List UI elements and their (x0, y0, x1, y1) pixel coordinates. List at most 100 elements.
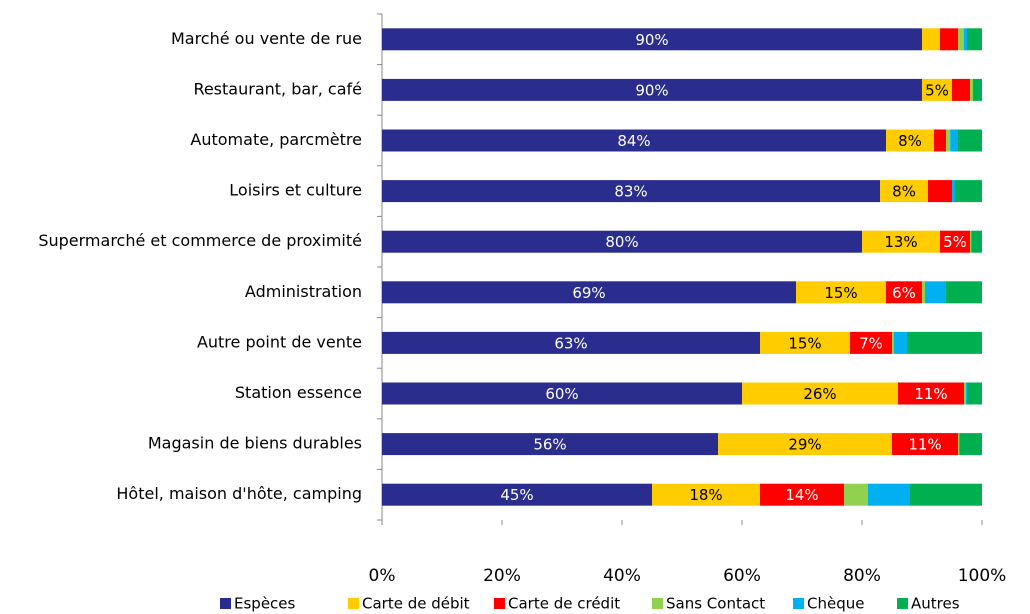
data-label: 90% (635, 31, 668, 49)
bar-segment (946, 129, 951, 152)
legend-label: Sans Contact (666, 595, 765, 613)
y-tick-label: Hôtel, maison d'hôte, camping (116, 484, 362, 503)
bar-segment (922, 28, 940, 51)
bar-segment (382, 78, 922, 101)
data-label: 84% (617, 132, 650, 150)
bar-segment (382, 483, 652, 506)
bar-segment (844, 483, 868, 506)
legend-label: Chèque (807, 595, 864, 613)
bar-segment (964, 382, 966, 405)
bar-segment (382, 180, 880, 203)
y-tick-label: Administration (245, 282, 362, 301)
bar-segment (868, 483, 910, 506)
bar-segment (382, 281, 796, 304)
y-tick-label: Restaurant, bar, café (193, 79, 362, 98)
bar-segment (382, 129, 886, 152)
data-label: 69% (572, 284, 605, 302)
bar-segment (967, 28, 982, 51)
x-tick-label: 100% (958, 566, 1007, 586)
bar-segment (952, 180, 955, 203)
bar-segment (886, 281, 922, 304)
data-label: 63% (554, 334, 587, 352)
bar-segment (955, 180, 982, 203)
legend-label: Carte de crédit (508, 595, 620, 613)
data-label: 5% (943, 233, 967, 251)
data-label: 11% (908, 436, 941, 454)
bar-segment (922, 78, 952, 101)
data-label: 8% (892, 183, 916, 201)
bar-segment (940, 230, 970, 253)
legend-label: Espèces (234, 595, 296, 613)
legend-label: Autres (911, 595, 960, 613)
bar-segment (892, 331, 894, 354)
bar-segment (958, 433, 960, 456)
bar-segment (910, 483, 982, 506)
bar-segment (971, 230, 982, 253)
data-label: 45% (500, 486, 533, 504)
bar-segment (967, 382, 982, 405)
legend-swatch (220, 598, 231, 609)
bar-segment (940, 28, 958, 51)
legend-swatch (897, 598, 908, 609)
data-label: 14% (785, 486, 818, 504)
data-label: 29% (788, 436, 821, 454)
legend-swatch (652, 598, 663, 609)
legend-swatch (793, 598, 804, 609)
x-tick-label: 20% (483, 566, 521, 586)
bar-segment (922, 281, 925, 304)
bar-segment (796, 281, 886, 304)
data-label: 15% (788, 334, 821, 352)
bar-segment (760, 331, 850, 354)
bar-segment (382, 382, 742, 405)
legend-label: Carte de débit (362, 595, 470, 613)
bar-segment (907, 331, 982, 354)
bar-segment (760, 483, 844, 506)
bar-segment (652, 483, 760, 506)
bar-segment (925, 281, 946, 304)
bar-segment (973, 78, 982, 101)
data-label: 83% (614, 183, 647, 201)
data-label: 11% (914, 385, 947, 403)
bar-segment (970, 230, 972, 253)
bar-segment (958, 28, 964, 51)
y-tick-label: Marché ou vente de rue (171, 29, 362, 48)
legend-swatch (348, 598, 359, 609)
data-label: 90% (635, 81, 668, 99)
x-tick-label: 40% (603, 566, 641, 586)
data-label: 18% (689, 486, 722, 504)
x-tick-label: 80% (843, 566, 881, 586)
legend-swatch (494, 598, 505, 609)
bar-segment (928, 180, 952, 203)
bar-segment (959, 433, 982, 456)
data-label: 80% (605, 233, 638, 251)
bar-segment (850, 331, 892, 354)
data-label: 7% (859, 334, 883, 352)
data-label: 15% (824, 284, 857, 302)
y-tick-label: Autre point de vente (197, 332, 362, 351)
y-tick-label: Supermarché et commerce de proximité (38, 231, 362, 250)
bar-segment (958, 129, 982, 152)
data-label: 13% (884, 233, 917, 251)
bar-segment (718, 433, 892, 456)
bar-segment (742, 382, 898, 405)
bar-segment (964, 28, 967, 51)
bar-segment (886, 129, 934, 152)
bar-segment (950, 129, 958, 152)
data-label: 8% (898, 132, 922, 150)
data-label: 5% (925, 81, 949, 99)
bar-segment (946, 281, 982, 304)
bar-segment (893, 331, 907, 354)
bar-segment (880, 180, 928, 203)
bar-segment (382, 230, 862, 253)
bar-segment (965, 382, 967, 405)
y-tick-label: Station essence (235, 383, 362, 402)
y-tick-label: Loisirs et culture (229, 181, 362, 200)
bar-segment (892, 433, 958, 456)
bar-segment (970, 78, 973, 101)
data-label: 6% (892, 284, 916, 302)
y-tick-label: Automate, parcmètre (190, 130, 362, 149)
bar-segment (862, 230, 940, 253)
data-label: 60% (545, 385, 578, 403)
bar-segment (898, 382, 964, 405)
